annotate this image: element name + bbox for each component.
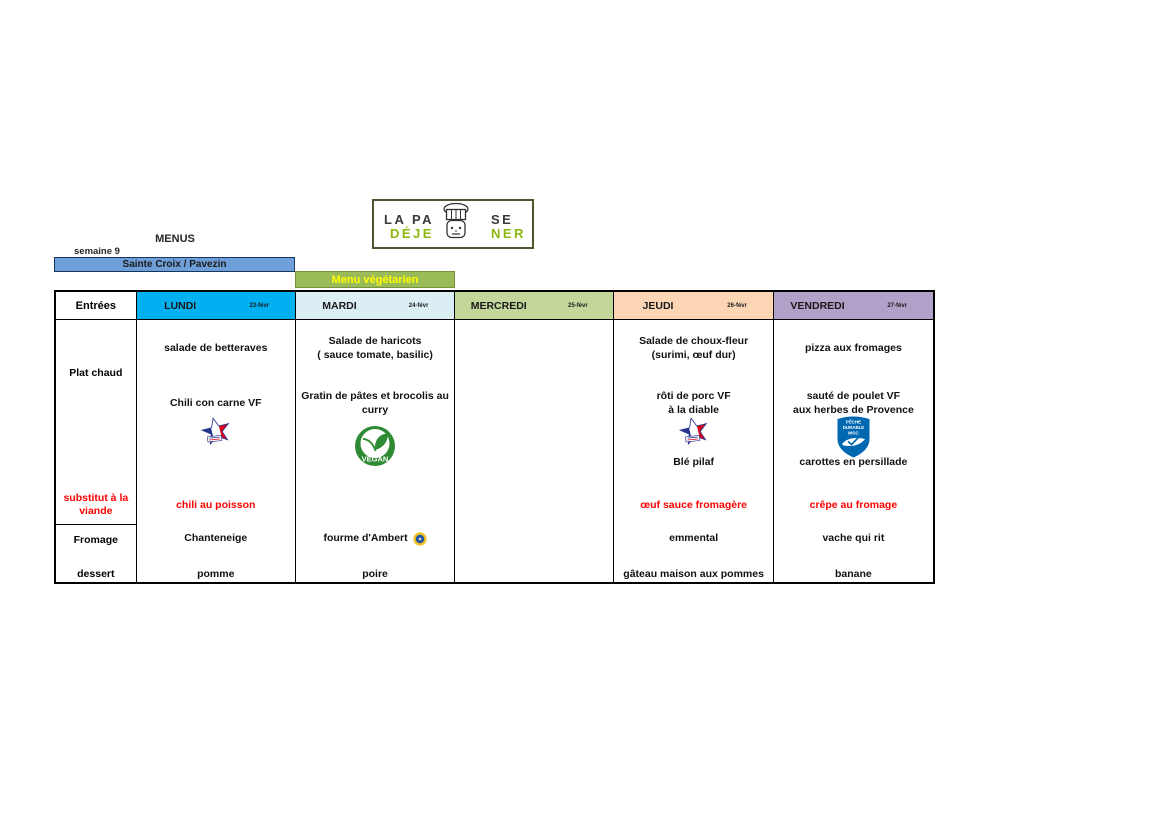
weekly-menu-table: Entrées Plat chaud substitut à la viande… bbox=[54, 290, 935, 584]
plat-icon-cell: VEGAN bbox=[299, 414, 451, 472]
side-dish-cell: carottes en persillade bbox=[799, 456, 908, 468]
logo-text-ner: NER bbox=[491, 226, 526, 241]
fromage-cell: emmental bbox=[617, 532, 769, 546]
viande-francaise-icon bbox=[200, 417, 230, 445]
svg-text:PÊCHE: PÊCHE bbox=[846, 420, 861, 425]
vegetarian-menu-banner: Menu végétarien bbox=[295, 271, 455, 288]
day-column-jeudi: JEUDI 26-févr Salade de choux-fleur (sur… bbox=[614, 292, 774, 582]
plat-chaud-cell: sauté de poulet VF aux herbes de Provenc… bbox=[792, 390, 914, 416]
aop-icon bbox=[413, 532, 427, 546]
viande-francaise-icon bbox=[678, 417, 708, 445]
row-labels-body: Plat chaud substitut à la viande Fromage… bbox=[56, 320, 136, 582]
plat-chaud-cell: rôti de porc VF à la diable bbox=[656, 390, 731, 416]
day-date: 24-févr bbox=[408, 302, 429, 309]
row-divider bbox=[56, 524, 136, 525]
week-label: semaine 9 bbox=[74, 246, 120, 257]
entree-cell: salade de betteraves bbox=[164, 342, 268, 355]
day-header: MERCREDI 25-févr bbox=[455, 292, 614, 320]
plat-chaud-cell: Gratin de pâtes et brocolis au curry bbox=[301, 390, 449, 416]
day-date: 23-févr bbox=[249, 302, 270, 309]
day-body: salade de betteraves Chili con carne VF … bbox=[137, 320, 295, 582]
day-body: Salade de choux-fleur (surimi, œuf dur) … bbox=[614, 320, 772, 582]
svg-text:MSC: MSC bbox=[848, 431, 859, 437]
entrees-row-label: Entrées bbox=[56, 292, 136, 320]
day-header: JEUDI 26-févr bbox=[614, 292, 773, 320]
dessert-cell: gâteau maison aux pommes bbox=[623, 568, 764, 580]
day-name: MERCREDI bbox=[470, 299, 527, 312]
row-labels-column: Entrées Plat chaud substitut à la viande… bbox=[56, 292, 137, 582]
substitut-cell: chili au poisson bbox=[176, 499, 256, 511]
fromage-text: vache qui rit bbox=[822, 532, 885, 544]
day-date: 26-févr bbox=[727, 302, 747, 309]
day-body: pizza aux fromages sauté de poulet VF au… bbox=[774, 320, 933, 582]
vegan-icon: VEGAN bbox=[355, 426, 396, 466]
plat-chaud-cell: Chili con carne VF bbox=[169, 397, 262, 410]
logo-text-se: SE bbox=[491, 212, 514, 227]
logo-text-deje: DÉJE bbox=[390, 226, 434, 241]
plat-icon-cell bbox=[458, 414, 610, 472]
day-column-lundi: LUNDI 23-févr salade de betteraves Chili… bbox=[136, 292, 296, 582]
entree-cell: Salade de choux-fleur (surimi, œuf dur) bbox=[639, 335, 749, 361]
dessert-row-label: dessert bbox=[77, 568, 115, 580]
day-name: MARDI bbox=[322, 299, 357, 312]
day-name: LUNDI bbox=[164, 299, 197, 312]
day-column-mardi: MARDI 24-févr Salade de haricots ( sauce… bbox=[295, 292, 456, 582]
fromage-text: emmental bbox=[669, 532, 719, 544]
day-header: MARDI 24-févr bbox=[295, 292, 455, 320]
substitut-cell: crêpe au fromage bbox=[809, 499, 898, 511]
day-header: VENDREDI 27-févr bbox=[773, 292, 934, 320]
day-name: VENDREDI bbox=[790, 299, 845, 312]
day-date: 27-févr bbox=[887, 302, 908, 309]
dessert-cell: banane bbox=[835, 568, 872, 580]
dessert-cell: pomme bbox=[197, 568, 235, 580]
chef-hat-face-icon bbox=[443, 202, 469, 239]
day-date: 25-févr bbox=[568, 302, 588, 309]
fromage-cell: Chanteneige bbox=[140, 532, 292, 546]
entree-cell bbox=[458, 330, 610, 368]
logo-text-la-pa: LA PA bbox=[384, 212, 435, 227]
la-pause-dejeuner-logo: LA PA SE DÉJE NER bbox=[372, 199, 534, 249]
fromage-row-label: Fromage bbox=[73, 534, 118, 546]
fromage-text: fourme d'Ambert bbox=[323, 532, 408, 545]
plat-icon-cell bbox=[617, 414, 769, 472]
entree-cell: Salade de haricots ( sauce tomate, basil… bbox=[317, 335, 433, 361]
svg-text:DURABLE: DURABLE bbox=[843, 425, 865, 430]
day-body bbox=[455, 320, 613, 582]
day-column-mercredi: MERCREDI 25-févr bbox=[455, 292, 615, 582]
plat-chaud-row-label: Plat chaud bbox=[69, 367, 123, 379]
substitut-row-label: substitut à la viande bbox=[63, 492, 129, 518]
fromage-cell: vache qui rit bbox=[777, 532, 930, 546]
day-column-vendredi: VENDREDI 27-févr pizza aux fromages saut… bbox=[773, 292, 934, 582]
dessert-cell: poire bbox=[362, 568, 388, 580]
site-banner: Sainte Croix / Pavezin bbox=[54, 257, 295, 272]
side-dish-cell: Blé pilaf bbox=[673, 456, 715, 468]
fromage-cell: fourme d'Ambert bbox=[299, 532, 451, 546]
day-header: LUNDI 23-févr bbox=[136, 292, 295, 320]
plat-icon-cell: PÊCHE DURABLE MSC bbox=[777, 414, 930, 472]
substitut-cell: œuf sauce fromagère bbox=[640, 499, 748, 511]
entree-cell: pizza aux fromages bbox=[804, 342, 902, 355]
plat-icon-cell bbox=[140, 414, 292, 472]
msc-peche-durable-icon: PÊCHE DURABLE MSC bbox=[837, 416, 870, 458]
fromage-text: Chanteneige bbox=[184, 532, 248, 544]
day-body: Salade de haricots ( sauce tomate, basil… bbox=[296, 320, 454, 582]
svg-text:VEGAN: VEGAN bbox=[362, 455, 389, 464]
menus-title: MENUS bbox=[155, 233, 195, 245]
day-name: JEUDI bbox=[642, 299, 674, 312]
